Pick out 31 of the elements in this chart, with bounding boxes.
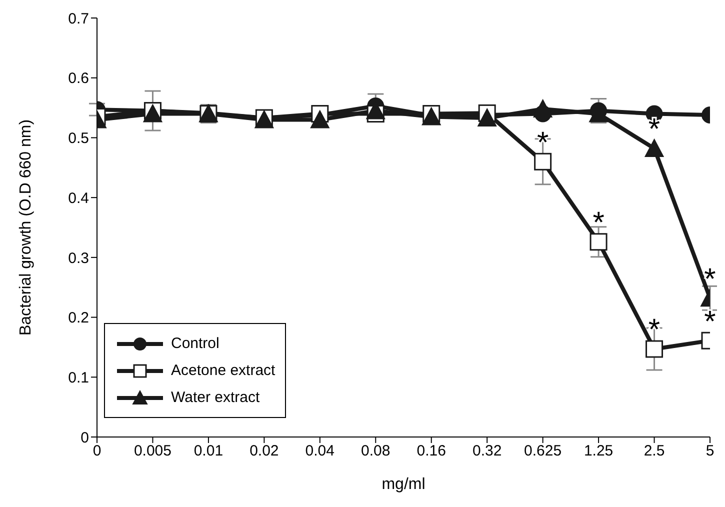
x-tick-label: 0.625	[524, 442, 562, 460]
annotation: *	[648, 314, 660, 347]
x-tick-label: 0.04	[305, 442, 335, 460]
y-tick-label: 0.1	[68, 369, 89, 386]
y-tick-label: 0.4	[68, 190, 89, 207]
x-tick-label: 0.32	[472, 442, 502, 460]
x-tick-label: 0	[92, 442, 102, 460]
x-axis-title: mg/ml	[382, 476, 426, 493]
y-tick-label: 0	[80, 429, 89, 446]
x-tick-label: 0.08	[361, 442, 390, 460]
x-tick-label: 1.25	[584, 442, 614, 460]
x-tick-label: 5	[706, 442, 714, 460]
annotation: *	[704, 305, 716, 338]
legend-label: Control	[171, 335, 220, 352]
annotation: *	[648, 113, 660, 146]
x-tick-label: 0.01	[194, 442, 224, 460]
x-tick-label: 0.02	[250, 442, 279, 460]
y-tick-label: 0.5	[68, 130, 89, 148]
y-tick-label: 0.7	[68, 10, 89, 28]
annotation: *	[536, 126, 549, 160]
x-tick-label: 0.16	[416, 442, 446, 460]
x-tick-label: 0.005	[134, 442, 172, 460]
y-tick-label: 0.6	[68, 70, 89, 88]
x-tick-label: 2.5	[644, 442, 665, 460]
legend-label: Acetone extract	[171, 362, 276, 379]
y-tick-label: 0.2	[68, 310, 89, 327]
annotation: *	[704, 262, 716, 296]
annotation: *	[592, 206, 605, 240]
legend-label: Water extract	[171, 389, 260, 406]
y-tick-label: 0.3	[68, 250, 89, 267]
y-axis-title: Bacterial growth (O.D 660 nm)	[18, 119, 35, 336]
